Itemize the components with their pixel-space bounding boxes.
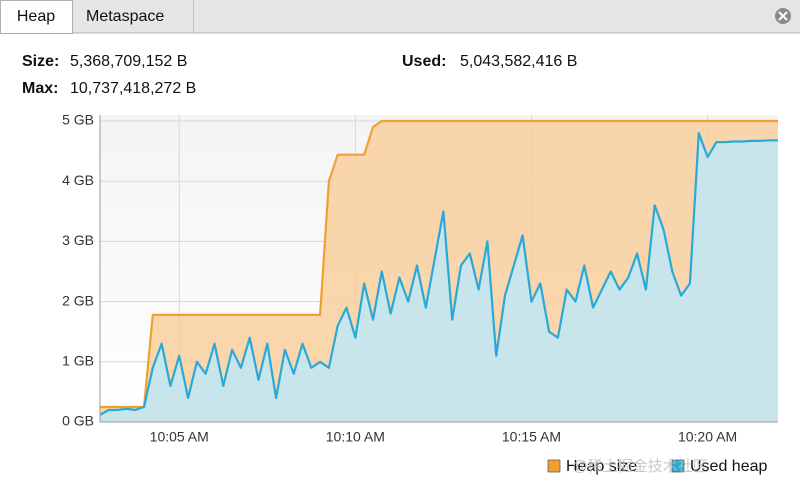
tab-heap[interactable]: [0, 0, 73, 34]
stat-value: 10,737,418,272 B: [70, 80, 196, 97]
stat-value: 5,368,709,152 B: [70, 53, 187, 70]
stat-label: Size:: [22, 53, 59, 70]
x-tick-label: 10:05 AM: [150, 429, 209, 445]
legend-label: Heap size: [566, 458, 637, 475]
area-line: [100, 119, 778, 409]
y-tick-label: 2 GB: [62, 292, 94, 308]
close-button[interactable]: [775, 8, 791, 24]
legend-label: Used heap: [690, 458, 767, 475]
watermark: @稀土掘金技术社区: [572, 458, 707, 475]
legend-swatch: [547, 459, 561, 473]
x-tick-label: 10:15 AM: [502, 429, 561, 445]
tab-bar: [0, 0, 800, 33]
area-line: [99, 132, 778, 416]
stat-label: Used:: [402, 53, 446, 70]
y-tick-label: 4 GB: [62, 172, 94, 188]
tab-label[interactable]: Heap: [17, 8, 55, 25]
y-tick-label: 3 GB: [62, 232, 94, 248]
y-tick-label: 0 GB: [62, 413, 94, 429]
tab-label[interactable]: Metaspace: [86, 8, 164, 25]
stat-label: Max:: [22, 80, 58, 97]
legend-swatch: [671, 459, 685, 473]
y-tick-label: 5 GB: [62, 112, 94, 128]
stat-value: 5,043,582,416 B: [460, 53, 577, 70]
area-fill: [100, 133, 778, 422]
x-tick-label: 10:20 AM: [678, 429, 737, 445]
y-tick-label: 1 GB: [62, 353, 94, 369]
x-tick-label: 10:10 AM: [326, 429, 385, 445]
